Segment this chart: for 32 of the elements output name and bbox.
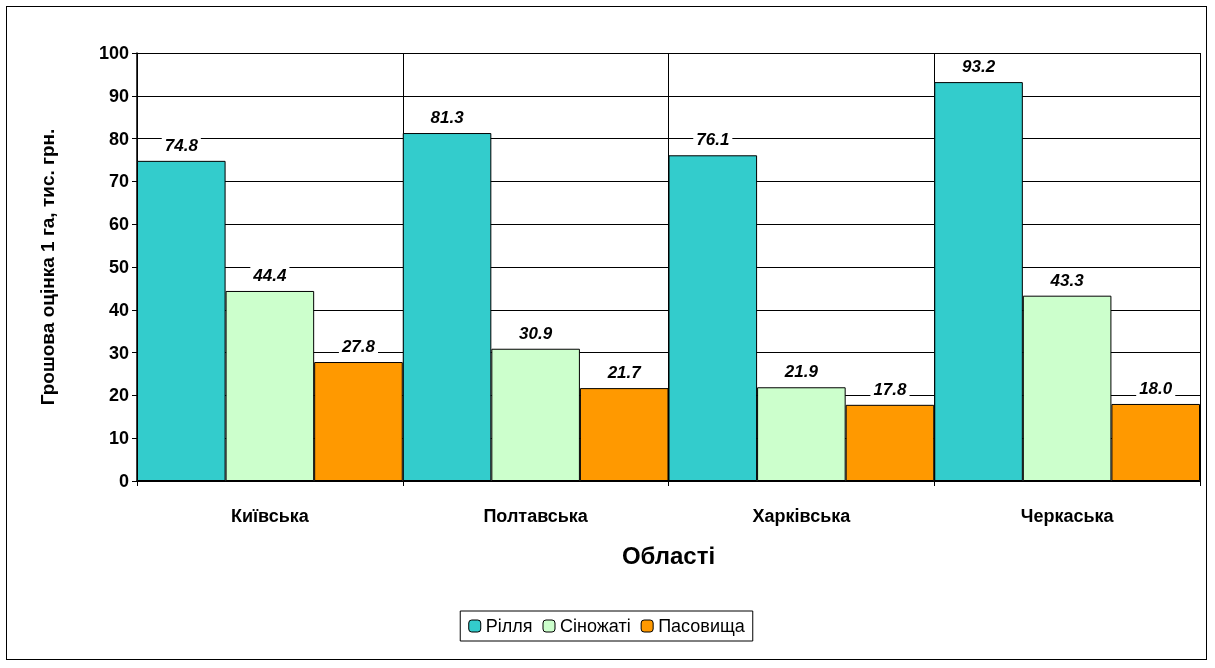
legend-label: Рілля <box>485 616 533 636</box>
data-label: 43.3 <box>1049 270 1085 290</box>
y-tick-label: 70 <box>108 171 129 192</box>
data-label: 93.2 <box>961 57 996 77</box>
data-label: 81.3 <box>430 108 465 128</box>
data-label: 17.8 <box>873 379 908 399</box>
x-tick-label: Черкаська <box>1020 506 1115 526</box>
y-tick-label: 10 <box>108 428 129 449</box>
y-tick-label: 80 <box>108 128 129 149</box>
y-tick-label: 50 <box>108 257 129 277</box>
x-tick-label: Харківська <box>752 506 852 526</box>
y-tick-label: 0 <box>118 471 129 491</box>
y-tick-label: 20 <box>108 385 129 406</box>
x-tick-label: Київська <box>230 506 310 526</box>
y-tick-label: 60 <box>108 214 129 235</box>
legend-label: Пасовища <box>658 616 746 636</box>
data-label: 21.9 <box>783 362 819 382</box>
y-tick-label: 90 <box>108 85 129 106</box>
y-axis-title: Грошова оцінка 1 га, тис. грн. <box>37 128 58 406</box>
data-label: 44.4 <box>252 265 287 285</box>
y-tick-label: 30 <box>108 342 129 363</box>
y-tick-label: 40 <box>108 299 129 320</box>
data-label: 30.9 <box>519 323 553 343</box>
data-label: 21.7 <box>606 363 643 383</box>
data-label: 18.0 <box>1139 378 1173 398</box>
data-label: 76.1 <box>696 130 730 150</box>
x-tick-label: Полтавська <box>483 506 589 526</box>
legend-label: Сіножаті <box>560 616 631 636</box>
data-label: 27.8 <box>340 337 376 357</box>
data-label: 74.8 <box>164 135 199 155</box>
y-tick-label: 100 <box>98 43 129 63</box>
x-axis-title: Області <box>621 541 716 569</box>
